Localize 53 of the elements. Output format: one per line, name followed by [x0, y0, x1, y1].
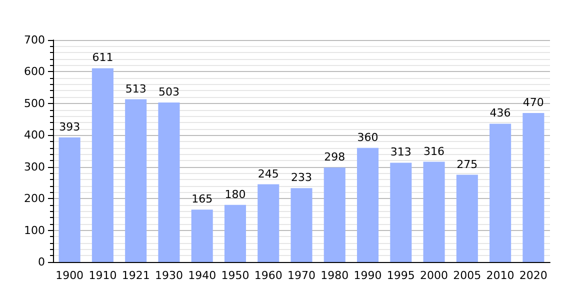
x-tick-label: 1990 — [354, 269, 382, 282]
data-label: 393 — [59, 120, 80, 134]
bar — [125, 99, 147, 262]
bar — [490, 124, 512, 262]
bar — [191, 210, 213, 262]
x-tick-label: 1940 — [188, 269, 216, 282]
y-tick-label: 300 — [24, 160, 45, 174]
data-label: 503 — [158, 85, 180, 98]
x-tick-label: 1995 — [386, 269, 415, 282]
y-tick-label: 200 — [24, 192, 45, 206]
x-tick-label: 2010 — [486, 269, 514, 282]
data-label: 245 — [258, 167, 279, 180]
bar — [324, 167, 346, 262]
data-label: 313 — [390, 146, 412, 159]
bar — [357, 148, 379, 262]
data-label: 611 — [92, 51, 114, 64]
data-label: 436 — [490, 106, 511, 120]
y-tick-label: 700 — [24, 34, 45, 46]
x-tick-label: 2000 — [420, 269, 448, 282]
data-label: 470 — [522, 96, 544, 109]
bar — [390, 162, 412, 262]
data-label: 165 — [192, 192, 213, 206]
y-tick-label: 400 — [24, 128, 45, 142]
bar — [456, 174, 478, 262]
x-tick-label: 2005 — [453, 269, 482, 282]
data-label: 233 — [291, 171, 312, 184]
data-label: 316 — [424, 144, 445, 158]
bar — [158, 102, 180, 262]
bar — [92, 68, 114, 262]
x-tick-label: 1900 — [56, 269, 84, 282]
x-tick-label: 1970 — [288, 269, 316, 282]
x-tick-label: 1980 — [320, 269, 349, 282]
x-tick-label: 1960 — [254, 269, 282, 282]
y-tick-label: 100 — [24, 224, 45, 237]
data-label: 360 — [357, 130, 378, 144]
y-tick-label: 0 — [38, 256, 45, 268]
data-label: 513 — [125, 82, 146, 96]
data-label: 275 — [456, 158, 478, 171]
x-tick-label: 1950 — [221, 269, 250, 282]
x-tick-label: 1930 — [154, 269, 183, 282]
bar — [58, 137, 80, 262]
bar — [423, 162, 445, 262]
bar — [522, 112, 544, 262]
x-tick-label: 1921 — [122, 269, 150, 282]
bar — [224, 204, 246, 262]
x-tick-label: 1910 — [88, 269, 117, 282]
data-label: 298 — [324, 150, 346, 164]
y-tick-label: 500 — [24, 96, 45, 110]
data-label: 180 — [224, 188, 246, 201]
bar — [290, 188, 312, 262]
bar — [258, 184, 280, 262]
x-tick-label: 2020 — [519, 269, 548, 282]
y-tick-label: 600 — [24, 65, 45, 78]
